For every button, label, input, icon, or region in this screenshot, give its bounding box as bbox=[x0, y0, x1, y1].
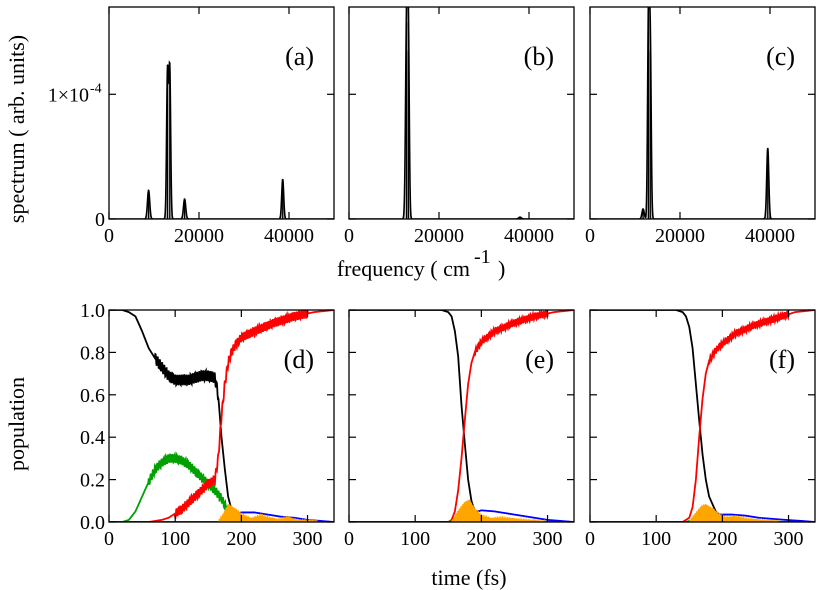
series-S1-e bbox=[349, 310, 574, 522]
bottom-x-axis-title: time (fs) bbox=[431, 565, 506, 590]
series-S4-e bbox=[349, 509, 574, 522]
xtick-label-e-2: 200 bbox=[466, 528, 496, 550]
top-x-axis-title-close: ) bbox=[498, 256, 505, 281]
xtick-label-d-1: 100 bbox=[160, 528, 190, 550]
panel-label-c: (c) bbox=[766, 42, 795, 71]
xtick-label-d-0: 0 bbox=[104, 528, 114, 550]
xtick-label-b-0: 0 bbox=[344, 225, 354, 247]
spectrum-line-a bbox=[109, 60, 334, 219]
panel-f: 0 100 200 300 (f) bbox=[585, 309, 816, 550]
xtick-label-b-1: 20000 bbox=[414, 225, 464, 247]
xtick-label-d-3: 300 bbox=[293, 528, 323, 550]
panel-e: 0 100 200 300 (e) bbox=[344, 309, 575, 550]
panel-c: 0 20000 40000 (c) bbox=[585, 6, 816, 247]
bottom-y-axis-title: population bbox=[4, 377, 29, 471]
top-x-axis-title: frequency ( cm bbox=[337, 256, 470, 281]
plot-area-f bbox=[590, 310, 815, 522]
spectrum-line-c bbox=[590, 7, 815, 219]
panel-b: 0 20000 40000 (b) bbox=[344, 6, 575, 247]
xtick-label-e-1: 100 bbox=[400, 528, 430, 550]
xtick-label-a-1: 20000 bbox=[174, 225, 224, 247]
panel-label-b: (b) bbox=[524, 42, 554, 71]
series-S1-f bbox=[590, 310, 815, 522]
series-S3-e bbox=[349, 310, 574, 522]
xtick-label-e-3: 300 bbox=[533, 528, 563, 550]
plot-area-d bbox=[109, 310, 334, 522]
frame-e bbox=[348, 309, 575, 523]
ytick-label-a-1: 1×10 bbox=[48, 84, 89, 106]
top-y-axis-title: spectrum ( arb. units) bbox=[4, 35, 29, 223]
series-S2-d bbox=[109, 451, 334, 522]
series-S3-f bbox=[590, 310, 815, 522]
panel-label-a: (a) bbox=[285, 42, 314, 71]
top-x-axis-title-exponent: -1 bbox=[474, 246, 491, 268]
series-S5-d bbox=[109, 503, 334, 522]
xtick-label-f-0: 0 bbox=[585, 528, 595, 550]
plot-area-b bbox=[349, 7, 574, 219]
series-S4-f bbox=[590, 513, 815, 522]
spectrum-line-b bbox=[349, 7, 574, 219]
spectrum-fill-a bbox=[109, 62, 334, 219]
frame-d bbox=[108, 309, 335, 523]
ytick-label-a-0: 0 bbox=[95, 209, 105, 231]
panel-a: 0 20000 40000 0 1×10 -4 (a) bbox=[48, 6, 335, 247]
frame-a bbox=[108, 6, 335, 220]
ytick-label-d-0: 0.0 bbox=[80, 512, 105, 534]
xtick-label-b-2: 40000 bbox=[504, 225, 554, 247]
panel-d: 0 100 200 300 0.0 0.2 0.4 0.6 0.8 1.0 (d) bbox=[80, 300, 335, 550]
frame-b bbox=[348, 6, 575, 220]
ytick-label-d-2: 0.4 bbox=[80, 427, 105, 449]
xtick-label-c-0: 0 bbox=[585, 225, 595, 247]
frame-c bbox=[589, 6, 816, 220]
xtick-label-c-2: 40000 bbox=[745, 225, 795, 247]
xtick-label-e-0: 0 bbox=[344, 528, 354, 550]
panel-label-f: (f) bbox=[769, 345, 795, 374]
ytick-label-d-5: 1.0 bbox=[80, 300, 105, 322]
xtick-label-a-2: 40000 bbox=[264, 225, 314, 247]
xtick-label-d-2: 200 bbox=[226, 528, 256, 550]
ytick-label-d-4: 0.8 bbox=[80, 342, 105, 364]
ytick-label-d-3: 0.6 bbox=[80, 385, 105, 407]
series-S1-d bbox=[109, 310, 334, 522]
spectrum-fill-c bbox=[590, 7, 815, 219]
xtick-label-f-2: 200 bbox=[707, 528, 737, 550]
series-S5-e bbox=[349, 498, 574, 522]
ytick-label-d-1: 0.2 bbox=[80, 470, 105, 492]
plot-area-c bbox=[590, 7, 815, 219]
xtick-label-a-0: 0 bbox=[104, 225, 114, 247]
ytick-label-exp-a-1: -4 bbox=[90, 81, 102, 96]
series-S4-d bbox=[109, 511, 334, 522]
spectrum-fill-b bbox=[349, 7, 574, 219]
panel-label-e: (e) bbox=[525, 345, 554, 374]
panel-label-d: (d) bbox=[284, 345, 314, 374]
frame-f bbox=[589, 309, 816, 523]
xtick-label-f-1: 100 bbox=[641, 528, 671, 550]
series-S3-d bbox=[109, 310, 334, 522]
xtick-label-f-3: 300 bbox=[774, 528, 804, 550]
xtick-label-c-1: 20000 bbox=[655, 225, 705, 247]
plot-area-e bbox=[349, 310, 574, 522]
plot-area-a bbox=[109, 60, 334, 219]
